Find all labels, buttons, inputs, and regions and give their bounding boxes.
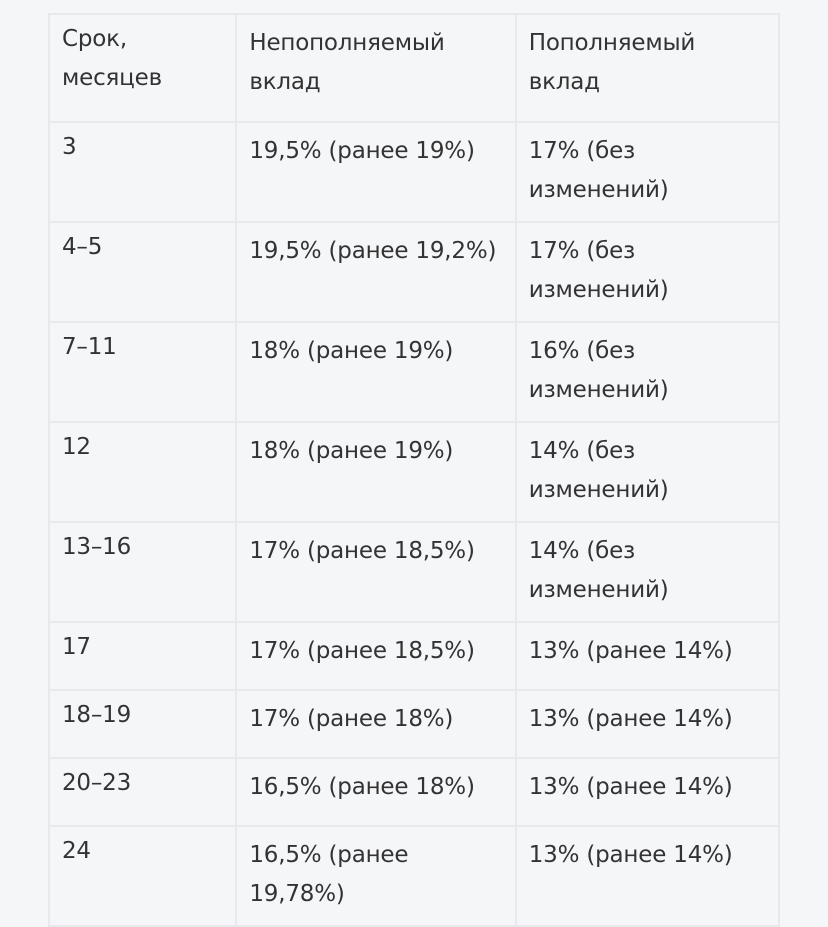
cell-term: 24 xyxy=(47,825,238,927)
term-text: 13–16 xyxy=(62,534,132,560)
table-row: 20–23 16,5% (ранее 18%) 13% (ранее 14%) xyxy=(47,757,781,827)
cell-non-replenishable: 17% (ранее 18%) xyxy=(235,689,517,759)
cell-replenishable: 13% (ранее 14%) xyxy=(514,689,781,759)
cell-replenishable: 13% (ранее 14%) xyxy=(514,757,781,827)
cell-non-replenishable: 17% (ранее 18,5%) xyxy=(235,521,517,623)
cell-non-replenishable: 16,5% (ранее 18%) xyxy=(235,757,517,827)
cell-term: 4–5 xyxy=(47,221,238,323)
table-row: 18–19 17% (ранее 18%) 13% (ранее 14%) xyxy=(47,689,781,759)
rate-text: 18% (ранее 19%) xyxy=(249,338,454,364)
rate-text: 19,5% (ранее 19,2%) xyxy=(249,238,497,264)
table-row: 17 17% (ранее 18,5%) 13% (ранее 14%) xyxy=(47,621,781,691)
cell-replenishable: 17% (без изменений) xyxy=(514,221,781,323)
cell-term: 17 xyxy=(47,621,238,691)
cell-non-replenishable: 16,5% (ранее 19,78%) xyxy=(235,825,517,927)
term-text: 7–11 xyxy=(62,334,117,360)
header-replenishable: Пополняемый вклад xyxy=(514,13,781,123)
cell-replenishable: 16% (без изменений) xyxy=(514,321,781,423)
table-row: 4–5 19,5% (ранее 19,2%) 17% (без изменени… xyxy=(47,221,781,323)
table-row: 12 18% (ранее 19%) 14% (без изменений) xyxy=(47,421,781,523)
cell-term: 20–23 xyxy=(47,757,238,827)
cell-non-replenishable: 18% (ранее 19%) xyxy=(235,321,517,423)
rate-text: 16,5% (ранее xyxy=(249,842,409,868)
term-text: 17 xyxy=(62,634,91,660)
cell-replenishable: 13% (ранее 14%) xyxy=(514,621,781,691)
rate-text: изменений) xyxy=(528,277,669,303)
rate-text: 17% (ранее 18%) xyxy=(249,706,454,732)
cell-replenishable: 13% (ранее 14%) xyxy=(514,825,781,927)
cell-replenishable: 17% (без изменений) xyxy=(514,121,781,223)
rate-text: 14% (без xyxy=(528,538,636,564)
rate-text: 14% (без xyxy=(528,438,636,464)
table-row: 24 16,5% (ранее 19,78%) 13% (ранее 14%) xyxy=(47,825,781,927)
header-text: Непополняемый xyxy=(249,30,445,56)
rate-text: 16% (без xyxy=(528,338,636,364)
rate-text: изменений) xyxy=(528,377,669,403)
header-text: месяцев xyxy=(62,65,162,91)
table-header-row: Срок, месяцев Непополняемый вклад Пополняе… xyxy=(47,13,781,123)
cell-term: 13–16 xyxy=(47,521,238,623)
table-row: 3 19,5% (ранее 19%) 17% (без изменений) xyxy=(47,121,781,223)
rate-text: 17% (без xyxy=(528,138,636,164)
table-row: 7–11 18% (ранее 19%) 16% (без изменений) xyxy=(47,321,781,423)
rate-text: 18% (ранее 19%) xyxy=(249,438,454,464)
cell-term: 12 xyxy=(47,421,238,523)
cell-non-replenishable: 17% (ранее 18,5%) xyxy=(235,621,517,691)
rate-text: изменений) xyxy=(528,577,669,603)
header-text: Срок, xyxy=(62,26,127,52)
header-text: вклад xyxy=(528,69,600,95)
header-term: Срок, месяцев xyxy=(47,13,238,123)
rate-text: 17% (ранее 18,5%) xyxy=(249,538,475,564)
cell-non-replenishable: 19,5% (ранее 19,2%) xyxy=(235,221,517,323)
rate-text: 16,5% (ранее 18%) xyxy=(249,774,475,800)
rate-text: 17% (без xyxy=(528,238,636,264)
cell-replenishable: 14% (без изменений) xyxy=(514,421,781,523)
cell-term: 7–11 xyxy=(47,321,238,423)
header-text: Пополняемый xyxy=(528,30,696,56)
term-text: 12 xyxy=(62,434,91,460)
rate-text: изменений) xyxy=(528,477,669,503)
rate-text: изменений) xyxy=(528,177,669,203)
header-non-replenishable: Непополняемый вклад xyxy=(235,13,517,123)
rate-text: 17% (ранее 18,5%) xyxy=(249,638,475,664)
rate-text: 13% (ранее 14%) xyxy=(528,774,733,800)
term-text: 3 xyxy=(62,134,77,160)
rate-text: 19,5% (ранее 19%) xyxy=(249,138,475,164)
rate-text: 13% (ранее 14%) xyxy=(528,706,733,732)
rate-text: 13% (ранее 14%) xyxy=(528,842,733,868)
term-text: 4–5 xyxy=(62,234,103,260)
term-text: 20–23 xyxy=(62,770,132,796)
term-text: 18–19 xyxy=(62,702,132,728)
deposit-rates-table: Срок, месяцев Непополняемый вклад Пополняе… xyxy=(47,13,781,927)
cell-non-replenishable: 19,5% (ранее 19%) xyxy=(235,121,517,223)
term-text: 24 xyxy=(62,838,91,864)
cell-replenishable: 14% (без изменений) xyxy=(514,521,781,623)
cell-term: 3 xyxy=(47,121,238,223)
cell-non-replenishable: 18% (ранее 19%) xyxy=(235,421,517,523)
rate-text: 19,78%) xyxy=(249,881,345,907)
rate-text: 13% (ранее 14%) xyxy=(528,638,733,664)
table-row: 13–16 17% (ранее 18,5%) 14% (без изменени… xyxy=(47,521,781,623)
header-text: вклад xyxy=(249,69,321,95)
cell-term: 18–19 xyxy=(47,689,238,759)
